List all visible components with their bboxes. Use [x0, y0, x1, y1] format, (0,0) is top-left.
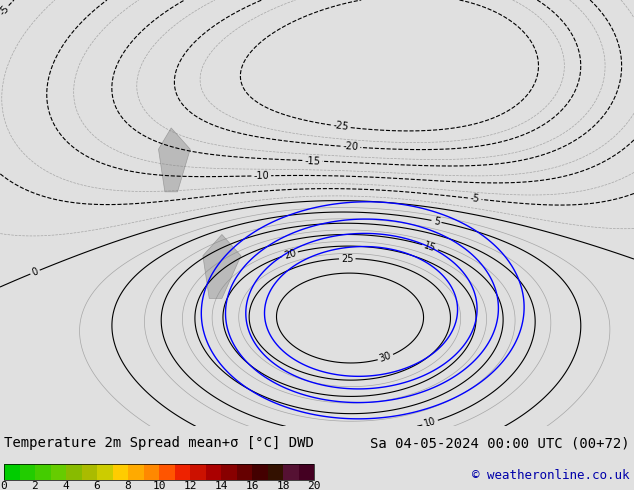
Text: 4: 4: [63, 481, 69, 490]
Bar: [221, 464, 236, 480]
Text: 10: 10: [152, 481, 165, 490]
Bar: [82, 464, 97, 480]
Text: 15: 15: [423, 241, 437, 254]
Text: 16: 16: [245, 481, 259, 490]
Text: 30: 30: [378, 351, 393, 364]
Bar: [112, 464, 128, 480]
Bar: [51, 464, 66, 480]
Bar: [159, 464, 174, 480]
Bar: [128, 464, 143, 480]
Text: 8: 8: [125, 481, 131, 490]
Text: -5: -5: [0, 4, 11, 18]
Text: 5: 5: [432, 216, 441, 227]
Bar: [283, 464, 299, 480]
Text: 14: 14: [214, 481, 228, 490]
Text: 18: 18: [276, 481, 290, 490]
Text: © weatheronline.co.uk: © weatheronline.co.uk: [472, 469, 630, 482]
Bar: [236, 464, 252, 480]
Bar: [174, 464, 190, 480]
Text: -25: -25: [332, 121, 349, 132]
Text: Temperature 2m Spread mean+σ [°C] DWD: Temperature 2m Spread mean+σ [°C] DWD: [4, 436, 314, 450]
Text: -20: -20: [342, 141, 359, 152]
Text: 20: 20: [283, 247, 297, 261]
Text: 10: 10: [423, 416, 437, 429]
Text: 25: 25: [341, 253, 354, 264]
Bar: [252, 464, 268, 480]
Bar: [143, 464, 159, 480]
Text: -5: -5: [469, 193, 480, 204]
Text: 2: 2: [32, 481, 39, 490]
Bar: [20, 464, 35, 480]
Bar: [190, 464, 205, 480]
Text: Sa 04-05-2024 00:00 UTC (00+72): Sa 04-05-2024 00:00 UTC (00+72): [370, 436, 630, 450]
Bar: [299, 464, 314, 480]
Polygon shape: [203, 234, 241, 298]
Text: -10: -10: [254, 171, 269, 181]
Bar: [35, 464, 51, 480]
Bar: [4, 464, 314, 480]
Bar: [66, 464, 82, 480]
Bar: [97, 464, 112, 480]
Text: 0: 0: [1, 481, 8, 490]
Bar: [268, 464, 283, 480]
Text: 12: 12: [183, 481, 197, 490]
Bar: [4, 464, 20, 480]
Bar: [205, 464, 221, 480]
Text: 0: 0: [30, 266, 40, 278]
Text: 20: 20: [307, 481, 321, 490]
Text: 6: 6: [94, 481, 100, 490]
Polygon shape: [158, 128, 190, 192]
Text: -15: -15: [304, 155, 320, 166]
